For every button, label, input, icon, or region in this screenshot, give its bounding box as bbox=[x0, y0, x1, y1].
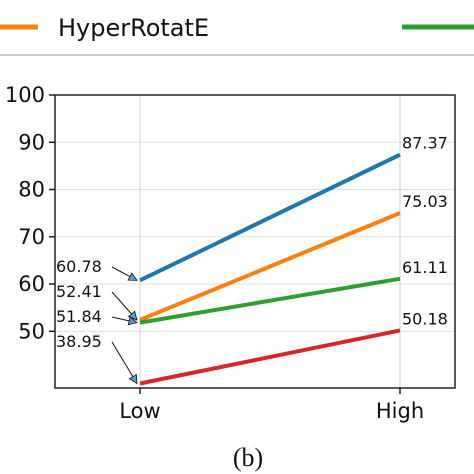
annotation-arrowhead-0 bbox=[127, 272, 138, 281]
data-label-low-1: 52.41 bbox=[56, 282, 102, 301]
data-label-low-3: 38.95 bbox=[56, 332, 102, 351]
series-line-1 bbox=[139, 211, 401, 322]
plot-area: 50 60 70 80 90 100 Low High 87.37 75.03 61.11 50.… bbox=[5, 83, 456, 423]
series-lines bbox=[139, 152, 401, 386]
grid-lines bbox=[55, 94, 455, 388]
annotation-arrowhead-1 bbox=[127, 310, 138, 321]
y-tick-label: 100 bbox=[5, 83, 45, 107]
y-tick-label: 60 bbox=[18, 272, 45, 296]
data-label-high-1: 75.03 bbox=[402, 192, 448, 211]
y-tick-label: 90 bbox=[18, 130, 45, 154]
annotation-arrowhead-2 bbox=[127, 316, 138, 326]
data-label-high-3: 50.18 bbox=[402, 309, 448, 328]
data-label-high-2: 61.11 bbox=[402, 258, 448, 277]
x-axis-ticks: Low High bbox=[119, 388, 424, 423]
y-tick-label: 80 bbox=[18, 178, 45, 202]
data-label-low-0: 60.78 bbox=[56, 257, 102, 276]
figure-caption: (b) bbox=[233, 443, 263, 472]
x-tick-label: High bbox=[376, 399, 424, 423]
x-tick-label: Low bbox=[119, 399, 160, 423]
plot-frame bbox=[54, 94, 456, 389]
y-axis-ticks: 50 60 70 80 90 100 bbox=[5, 83, 55, 343]
data-label-low-2: 51.84 bbox=[56, 307, 102, 326]
series-line-3 bbox=[139, 328, 401, 386]
legend: HyperRotatE bbox=[0, 14, 474, 42]
data-label-high-0: 87.37 bbox=[402, 134, 448, 153]
y-tick-label: 50 bbox=[18, 319, 45, 343]
y-tick-label: 70 bbox=[18, 225, 45, 249]
series-line-2 bbox=[139, 276, 401, 325]
legend-label-hyperrotate: HyperRotatE bbox=[58, 14, 209, 42]
annotation-arrowhead-3 bbox=[128, 373, 138, 385]
data-labels: 87.37 75.03 61.11 50.18 60.78 52.41 51.84 38.95 bbox=[56, 134, 448, 385]
series-line-0 bbox=[139, 152, 401, 283]
